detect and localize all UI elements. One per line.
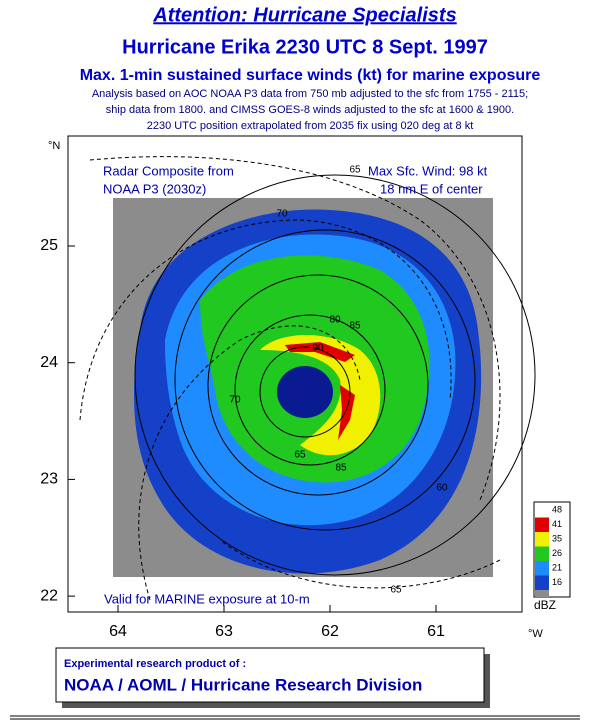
wind-contours: [134, 174, 536, 576]
contour-label: 65: [349, 165, 361, 176]
legend-swatch: [535, 590, 549, 597]
lat-label: 25: [40, 237, 58, 254]
lat-label: 23: [40, 471, 58, 488]
legend-swatch: [535, 532, 549, 547]
legend-swatch: [535, 575, 549, 590]
radar-echo: [338, 385, 355, 440]
streamline: [89, 156, 501, 501]
lat-label: 24: [40, 354, 58, 371]
legend-label: 41: [552, 519, 562, 529]
annotation: Valid for MARINE exposure at 10-m: [104, 591, 310, 606]
map: Radar Composite from NOAA P3 (2030z) Max…: [40, 135, 543, 640]
contour-labels: 65 70 80 85 90 70 65 85 65 60: [229, 165, 448, 596]
title: Attention: Hurricane Specialists: [152, 4, 456, 26]
note: Analysis based on AOC NOAA P3 data from …: [92, 88, 528, 100]
legend: dBZ 48 41 35 26 21 16: [533, 501, 571, 612]
annotation: Radar Composite from: [103, 163, 234, 178]
streamline: [79, 219, 452, 421]
annotation: NOAA P3 (2030z): [103, 181, 206, 196]
contour: [174, 229, 476, 531]
legend-swatch: [535, 546, 549, 561]
lon-label: 61: [427, 623, 445, 640]
footer-text: NOAA / AOML / Hurricane Research Divisio…: [64, 675, 422, 694]
legend-label: 26: [552, 548, 562, 558]
annotation: 18 nm E of center: [380, 181, 483, 196]
contour-label: 65: [294, 450, 306, 461]
lon-label: 64: [109, 623, 127, 640]
footer-box: [55, 647, 485, 703]
contour: [134, 174, 536, 576]
note: 2230 UTC position extrapolated from 2035…: [147, 120, 474, 132]
streamlines: [79, 156, 501, 601]
radar-echo: [260, 335, 381, 456]
contour-label: 85: [349, 321, 361, 332]
legend-swatch: [535, 517, 549, 532]
eye: [277, 366, 333, 418]
lon-label: 62: [321, 623, 339, 640]
legend-label: 35: [552, 533, 562, 543]
annotation: Max Sfc. Wind: 98 kt: [368, 163, 488, 178]
streamline: [219, 539, 501, 589]
subtitle: Hurricane Erika 2230 UTC 8 Sept. 1997: [122, 36, 488, 58]
footer-text: Experimental research product of :: [64, 658, 246, 670]
lat-label: 22: [40, 587, 58, 604]
heading: Max. 1-min sustained surface winds (kt) …: [80, 67, 541, 84]
contour-label: 65: [390, 585, 402, 596]
contour: [234, 314, 386, 466]
legend-label: 16: [552, 577, 562, 587]
contour-label: 60: [436, 483, 448, 494]
note: ship data from 1800. and CIMSS GOES-8 wi…: [106, 104, 514, 116]
axis-ticks: 64 63 62 61 25 24 23 22: [40, 237, 445, 640]
legend-swatch: [535, 561, 549, 576]
lat-unit: °N: [48, 140, 60, 152]
contour-label: 70: [276, 209, 288, 220]
contour-label: 70: [229, 395, 241, 406]
contour: [259, 346, 351, 438]
lon-label: 63: [215, 623, 233, 640]
legend-label: 21: [552, 562, 562, 572]
legend-unit: dBZ: [534, 598, 556, 612]
contour-label: 85: [335, 463, 347, 474]
legend-swatch: [535, 503, 549, 518]
contour: [207, 274, 429, 496]
legend-label: 48: [552, 504, 562, 514]
contour-label: 90: [312, 343, 324, 354]
lon-unit: °W: [528, 628, 543, 640]
contour-label: 80: [329, 315, 341, 326]
